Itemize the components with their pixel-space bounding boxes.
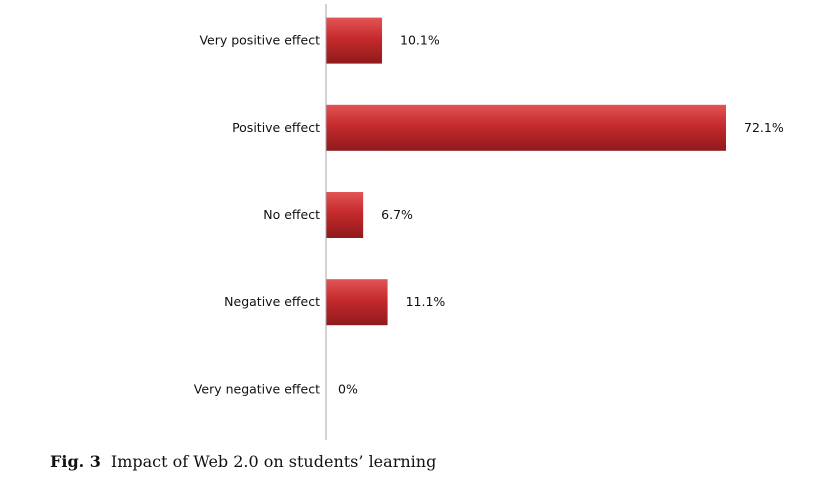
bar-no-effect [326,192,364,238]
category-label: Positive effect [232,120,320,135]
bar-positive-effect [326,104,726,151]
category-label: Negative effect [224,294,320,309]
category-label: Very negative effect [194,381,320,396]
bar-very-positive-effect [326,17,383,64]
data-label: 0% [338,381,358,396]
figure-number: Fig. 3 [50,452,101,471]
figure-caption-text: Impact of Web 2.0 on students’ learning [110,452,437,471]
data-label: 6.7% [381,207,413,222]
data-label: 11.1% [406,294,446,309]
data-label: 72.1% [744,120,784,135]
category-label: Very positive effect [199,33,320,48]
bar-series [326,17,726,326]
value-labels: 10.1% 72.1% 6.7% 11.1% 0% [338,33,784,397]
figure-caption: Fig. 3 Impact of Web 2.0 on students’ lea… [50,452,436,471]
category-label: No effect [263,207,320,222]
data-label: 10.1% [400,33,440,48]
bar-negative-effect [326,279,388,326]
category-labels: Very positive effect Positive effect No ef… [194,33,320,397]
bar-chart: Very positive effect Positive effect No ef… [194,4,784,440]
